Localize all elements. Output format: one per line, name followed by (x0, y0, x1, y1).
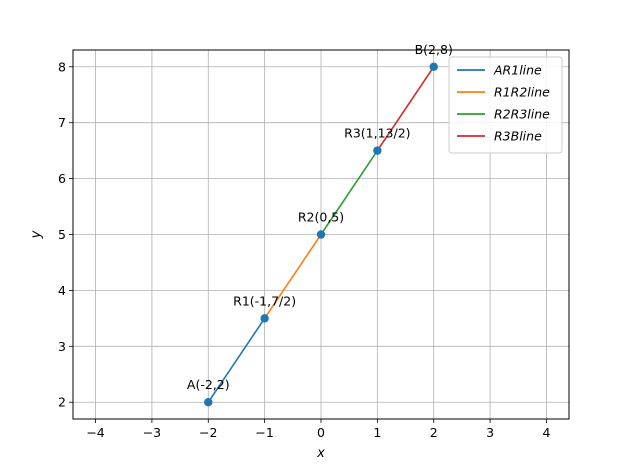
y-tick-label: 2 (58, 395, 66, 410)
x-tick-label: 1 (373, 425, 381, 440)
data-point (260, 314, 269, 323)
y-tick-label: 6 (58, 171, 66, 186)
data-point (373, 146, 382, 155)
legend-entry-label: R3Bline (494, 129, 542, 144)
legend: AR1line R1R2line R2R3line R3Bline (448, 56, 563, 154)
legend-entry-label: R1R2line (494, 85, 550, 100)
data-point (429, 62, 438, 71)
series-line-R2R3line (320, 150, 379, 235)
point-label: R1(-1,7/2) (233, 293, 296, 308)
point-label: B(2,8) (415, 42, 453, 57)
y-axis-label: y (29, 230, 44, 239)
x-tick-label: 3 (486, 425, 494, 440)
point-label: R2(0,5) (298, 210, 344, 225)
data-points (204, 62, 438, 407)
x-axis-label: x (316, 446, 325, 461)
point-labels: A(-2,2) R1(-1,7/2) R2(0,5) R3(1,13/2) B(2,8) (187, 42, 453, 392)
series-line-R1R2line (263, 234, 322, 319)
x-tick-label: −2 (199, 425, 217, 440)
x-tick-label: −4 (86, 425, 104, 440)
series-line-R3Bline (376, 66, 435, 152)
point-label: A(-2,2) (187, 377, 230, 392)
x-tick-label: 2 (430, 425, 438, 440)
legend-entry-label: AR1line (493, 63, 542, 78)
data-point (316, 230, 326, 239)
series-line-AR1line (207, 317, 266, 403)
y-tick-label: 3 (58, 339, 66, 354)
legend-entry-label: R2R3line (494, 107, 550, 122)
y-tick-label: 5 (58, 227, 66, 242)
x-tick-label: 0 (317, 425, 325, 440)
x-tick-label: 4 (542, 425, 550, 440)
legend-box (448, 56, 563, 154)
y-tick-label: 8 (58, 59, 66, 74)
data-point (204, 398, 213, 407)
y-tick-label: 7 (58, 115, 66, 130)
series-lines (207, 66, 435, 403)
point-label: R3(1,13/2) (344, 126, 410, 141)
axis-ticks: −4 −3 −2 −1 0 1 2 3 4 2 3 4 5 6 7 8 (58, 59, 550, 440)
x-tick-label: −3 (143, 425, 161, 440)
x-tick-label: −1 (255, 425, 273, 440)
y-tick-label: 4 (58, 283, 66, 298)
